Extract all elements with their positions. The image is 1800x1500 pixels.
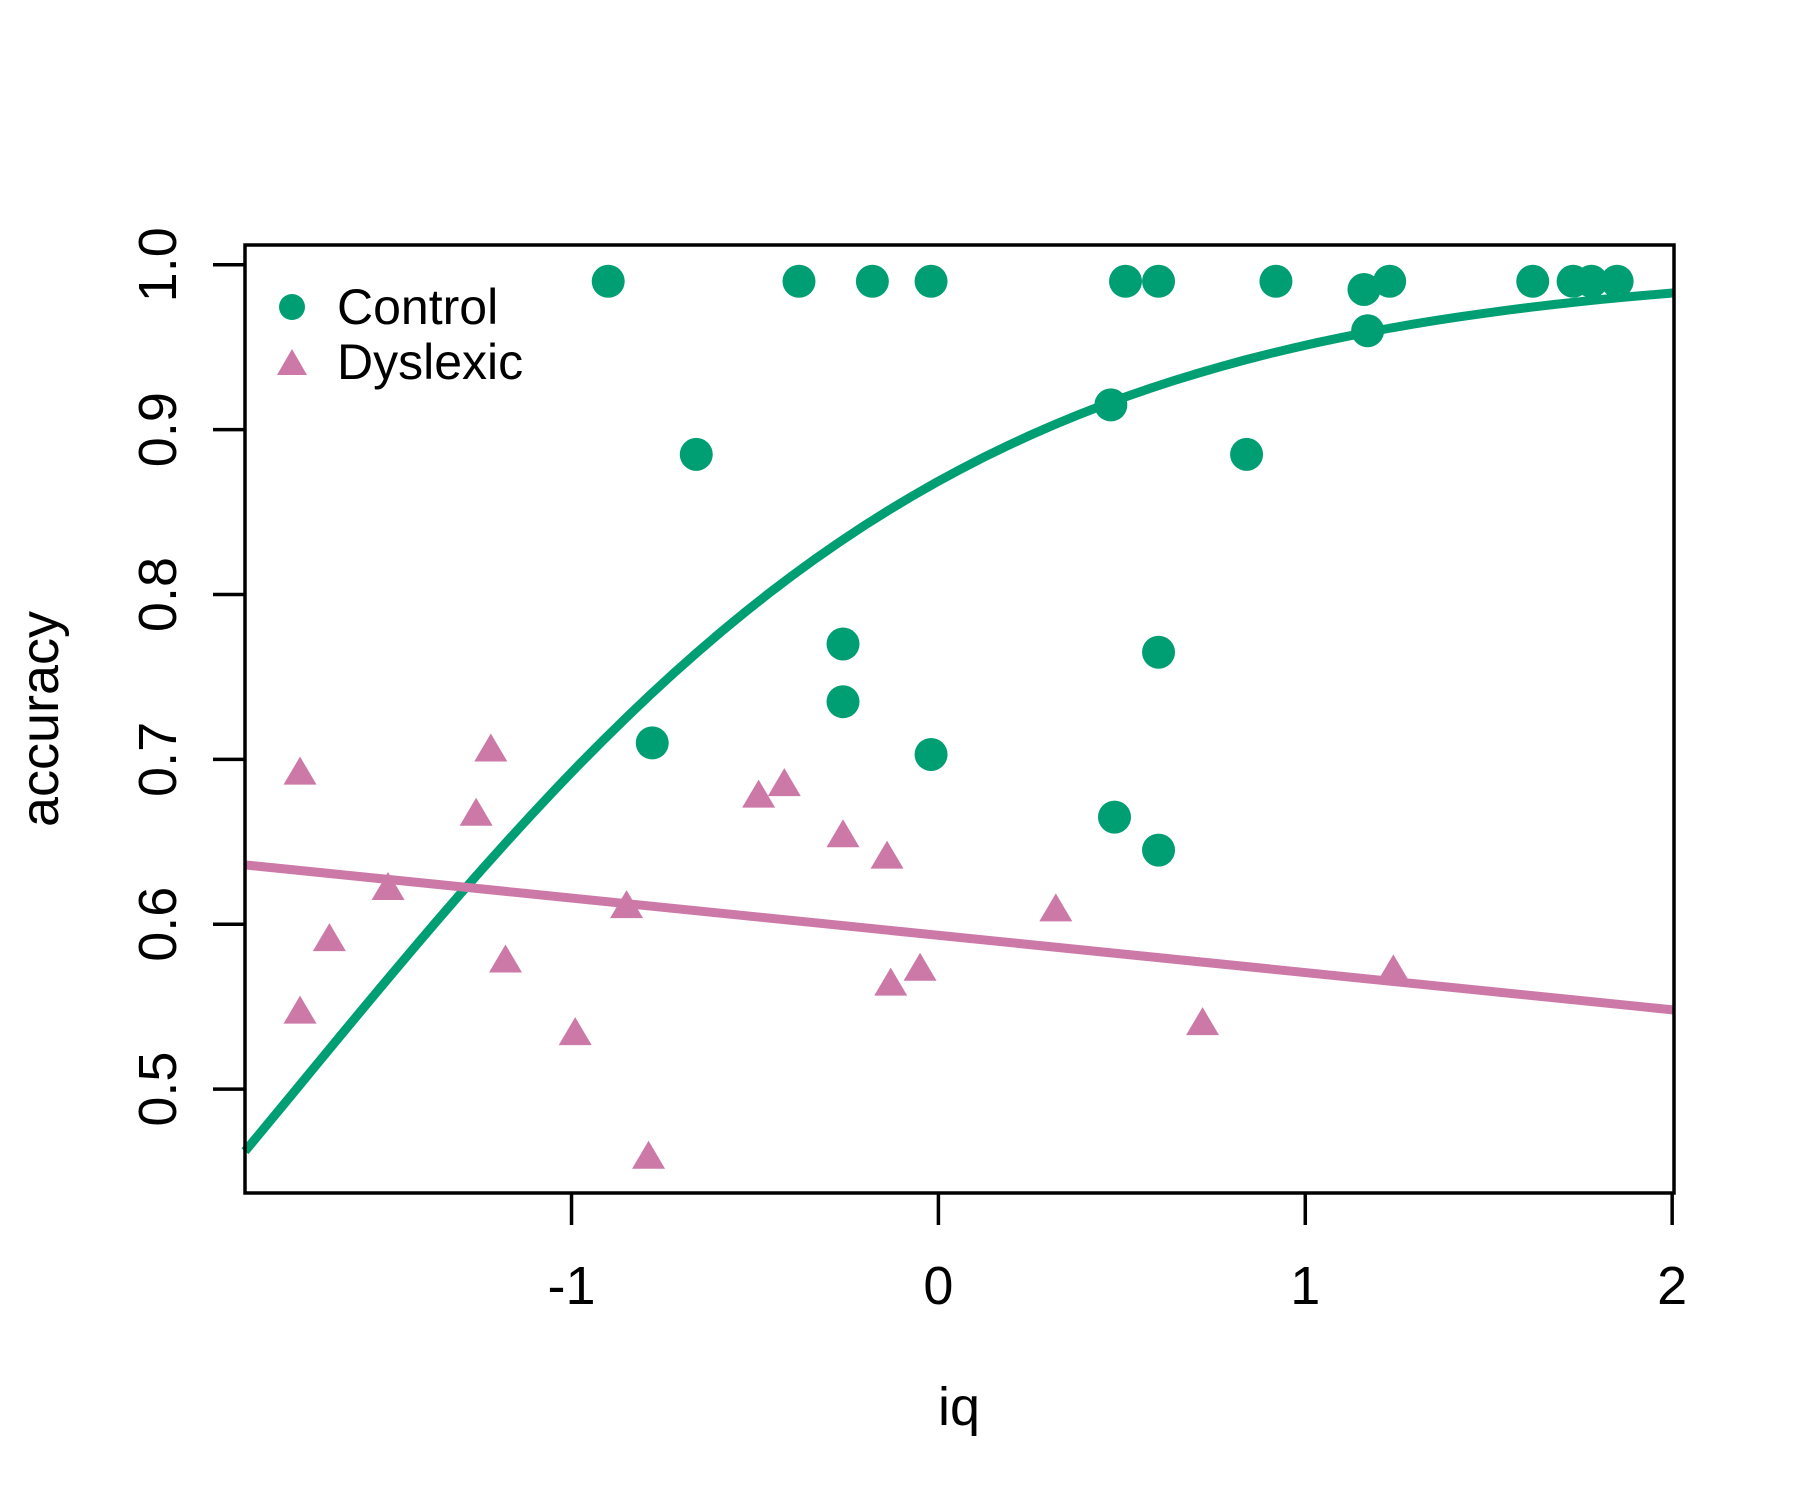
data-point-control <box>1347 273 1381 307</box>
data-point-control <box>1109 264 1143 298</box>
data-point-dyslexic <box>488 944 522 973</box>
data-point-control <box>914 264 948 298</box>
x-tick-label: 1 <box>1290 1256 1320 1316</box>
data-point-dyslexic <box>767 768 801 797</box>
legend-label-dyslexic: Dyslexic <box>337 334 523 390</box>
data-point-control <box>782 264 816 298</box>
data-point-control <box>1373 264 1407 298</box>
control-legend-marker-icon <box>279 294 305 320</box>
x-tick-label: -1 <box>548 1256 596 1316</box>
control-fit-curve <box>241 288 1675 1155</box>
data-point-control <box>591 264 625 298</box>
data-point-dyslexic <box>1039 893 1073 922</box>
y-tick-label: 0.7 <box>128 722 188 797</box>
data-point-dyslexic <box>283 756 317 785</box>
data-point-control <box>1098 800 1132 834</box>
y-tick-label: 0.5 <box>128 1052 188 1127</box>
data-point-control <box>1574 264 1608 298</box>
data-point-control <box>1600 264 1634 298</box>
legend-label-control: Control <box>337 279 498 335</box>
data-point-control <box>1351 314 1385 348</box>
data-point-control <box>826 685 860 719</box>
data-point-control <box>914 737 948 771</box>
data-point-control <box>1230 437 1264 471</box>
x-axis-label: iq <box>938 1377 980 1437</box>
x-tick-label: 2 <box>1657 1256 1687 1316</box>
x-tick-label: 0 <box>923 1256 953 1316</box>
data-point-dyslexic <box>632 1140 666 1169</box>
data-point-control <box>1142 635 1176 669</box>
fit-curves <box>241 288 1675 1155</box>
data-point-control <box>1094 388 1128 422</box>
plot-border <box>243 243 1676 1195</box>
data-points <box>283 264 1634 1169</box>
data-point-dyslexic <box>558 1017 592 1046</box>
data-point-dyslexic <box>459 797 493 826</box>
y-tick-label: 1.0 <box>128 227 188 302</box>
data-point-dyslexic <box>874 967 908 996</box>
dyslexic-fit-line <box>244 860 1675 1015</box>
data-point-control <box>679 437 713 471</box>
data-point-control <box>1516 264 1550 298</box>
data-point-control <box>826 627 860 661</box>
dyslexic-legend-marker-icon <box>277 349 307 375</box>
y-tick-label: 0.8 <box>128 557 188 632</box>
data-point-control <box>1259 264 1293 298</box>
legend: Control Dyslexic <box>277 279 523 390</box>
data-point-dyslexic <box>312 923 346 952</box>
data-point-dyslexic <box>474 733 508 762</box>
data-point-control <box>635 726 669 760</box>
data-point-dyslexic <box>610 890 644 919</box>
data-point-dyslexic <box>742 779 776 808</box>
data-point-dyslexic <box>283 995 317 1024</box>
data-point-dyslexic <box>870 840 904 869</box>
y-tick-label: 0.6 <box>128 887 188 962</box>
y-axis-label: accuracy <box>10 611 70 827</box>
data-point-dyslexic <box>371 871 405 900</box>
data-point-control <box>855 264 889 298</box>
data-point-control <box>1142 833 1176 867</box>
y-tick-label: 0.9 <box>128 392 188 467</box>
data-point-dyslexic <box>1376 954 1410 983</box>
data-point-dyslexic <box>826 819 860 848</box>
data-point-dyslexic <box>903 952 937 981</box>
data-point-control <box>1142 264 1176 298</box>
data-point-dyslexic <box>1186 1007 1220 1036</box>
axis-ticks: -1 0 1 2 1.0 0.9 0.8 0.7 0.6 0.5 <box>128 227 1687 1316</box>
